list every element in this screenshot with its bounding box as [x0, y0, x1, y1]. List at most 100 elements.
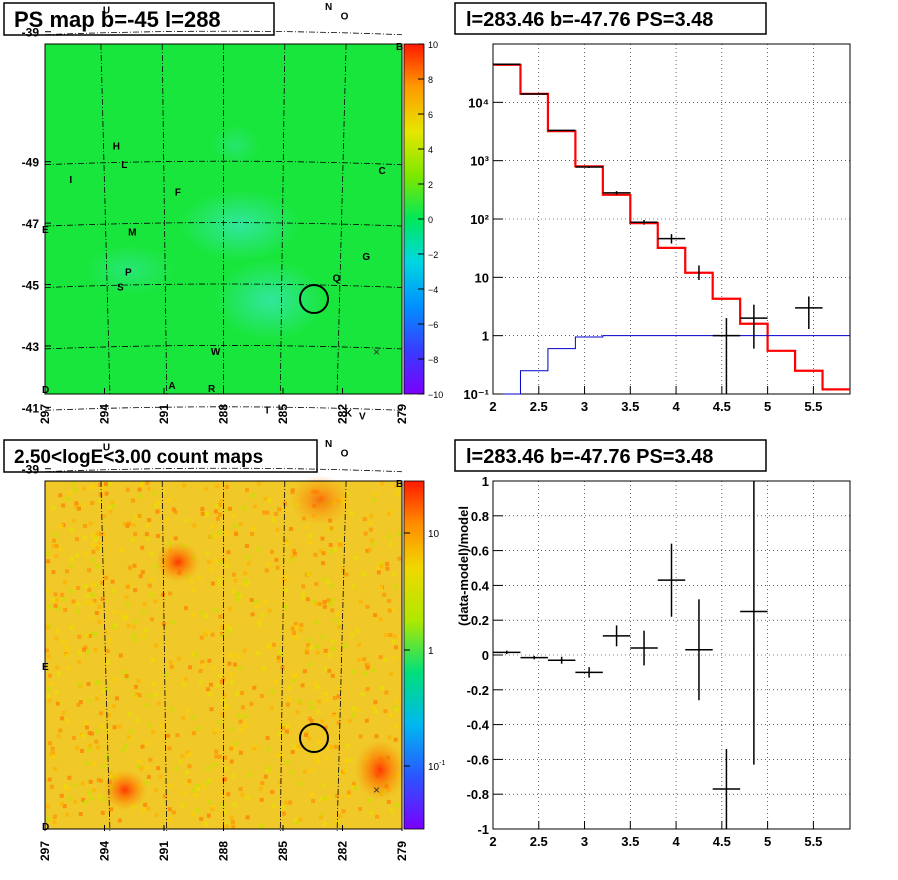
count-pixel — [122, 521, 127, 526]
x-tick-label: 285 — [276, 404, 290, 424]
count-pixel — [252, 504, 257, 509]
count-pixel — [101, 797, 106, 802]
count-pixel — [368, 521, 373, 526]
source-label-p: P — [125, 267, 132, 278]
count-pixel — [133, 532, 138, 537]
count-pixel — [77, 682, 82, 687]
x-tick-label: 5 — [764, 834, 771, 849]
count-pixel — [316, 740, 321, 745]
count-pixel — [292, 551, 297, 556]
count-pixel — [378, 655, 383, 660]
spectrum-model-line — [493, 63, 850, 391]
count-pixel — [318, 815, 323, 820]
count-pixel — [244, 544, 249, 549]
count-pixel — [392, 655, 397, 660]
count-pixel — [299, 622, 304, 627]
count-pixel — [108, 481, 113, 486]
count-pixel — [131, 498, 136, 503]
y-tick-label: -43 — [22, 340, 40, 354]
count-pixel — [314, 754, 319, 759]
count-pixel — [199, 816, 204, 821]
count-pixel — [375, 565, 380, 570]
count-map-corner-e: E — [42, 662, 49, 673]
count-pixel — [95, 531, 100, 536]
count-pixel — [295, 710, 300, 715]
count-pixel — [332, 696, 337, 701]
y-tick-label: 0.6 — [471, 544, 489, 559]
count-pixel — [100, 597, 105, 602]
count-map-axes: 297 294 291 288 285 282 279 -39 -41 -43 -45 -47 -49 — [22, 156, 409, 861]
count-pixel — [330, 598, 335, 603]
source-label-t: T — [264, 405, 270, 416]
spectrum-axes: 2 2.5 3 3.5 4 4.5 5 5.5 10⁻¹ 1 10 10² 10³ 10⁴ — [463, 95, 822, 414]
count-pixel — [72, 783, 77, 788]
count-pixel — [147, 518, 152, 523]
count-pixel — [91, 533, 96, 538]
count-pixel — [339, 543, 344, 548]
count-pixel — [84, 600, 89, 605]
count-pixel — [387, 598, 392, 603]
count-pixel — [267, 608, 272, 613]
count-pixel — [322, 795, 327, 800]
count-pixel — [96, 778, 101, 783]
count-pixel — [58, 493, 63, 498]
count-pixel — [246, 795, 251, 800]
count-pixel — [111, 625, 116, 630]
count-pixel — [214, 558, 219, 563]
count-pixel — [235, 597, 240, 602]
count-pixel — [201, 784, 206, 789]
count-pixel — [326, 598, 331, 603]
count-pixel — [77, 634, 82, 639]
count-pixel — [90, 601, 95, 606]
count-pixel — [220, 633, 225, 638]
count-pixel — [270, 689, 275, 694]
count-pixel — [281, 811, 286, 816]
count-pixel — [52, 538, 57, 543]
count-pixel — [198, 680, 203, 685]
count-pixel — [124, 743, 129, 748]
source-label-r: R — [208, 384, 216, 395]
count-pixel — [124, 595, 129, 600]
count-pixel — [301, 595, 306, 600]
count-pixel — [395, 491, 400, 496]
count-pixel — [132, 637, 137, 642]
count-pixel — [171, 810, 176, 815]
spectrum-panel: l=283.46 b=-47.76 PS=3.48 2 2.5 3 3.5 4 4.5 5 5… — [454, 2, 851, 414]
count-pixel — [141, 610, 146, 615]
count-pixel — [62, 580, 67, 585]
count-map-plot: U NO T K V A R W SP Q G M F I L C H × B D E — [42, 141, 405, 833]
count-pixel — [53, 603, 58, 608]
colorbar-tick-label: −2 — [428, 250, 438, 260]
count-pixel — [76, 506, 81, 511]
count-pixel — [249, 701, 254, 706]
count-pixel — [90, 592, 95, 597]
count-pixel — [47, 741, 52, 746]
count-pixel — [320, 536, 325, 541]
ps-map-title: PS map b=-45 l=288 — [14, 7, 221, 32]
count-pixel — [68, 564, 73, 569]
count-pixel — [336, 720, 341, 725]
count-pixel — [327, 795, 332, 800]
count-pixel — [229, 672, 234, 677]
count-pixel — [88, 521, 93, 526]
count-pixel — [99, 778, 104, 783]
count-pixel — [146, 774, 151, 779]
count-pixel — [104, 575, 109, 580]
x-tick-label: 5.5 — [804, 834, 822, 849]
count-pixel — [383, 657, 388, 662]
count-pixel — [261, 666, 266, 671]
count-pixel — [228, 726, 233, 731]
count-pixel — [266, 747, 271, 752]
count-pixel — [336, 694, 341, 699]
count-pixel — [329, 549, 334, 554]
count-pixel — [51, 506, 56, 511]
count-pixel — [76, 702, 81, 707]
count-pixel — [358, 734, 363, 739]
count-pixel — [238, 727, 243, 732]
count-pixel — [205, 687, 210, 692]
count-pixel — [146, 806, 151, 811]
count-pixel — [192, 788, 197, 793]
count-pixel — [46, 559, 51, 564]
count-pixel — [228, 653, 233, 658]
count-pixel — [102, 513, 107, 518]
